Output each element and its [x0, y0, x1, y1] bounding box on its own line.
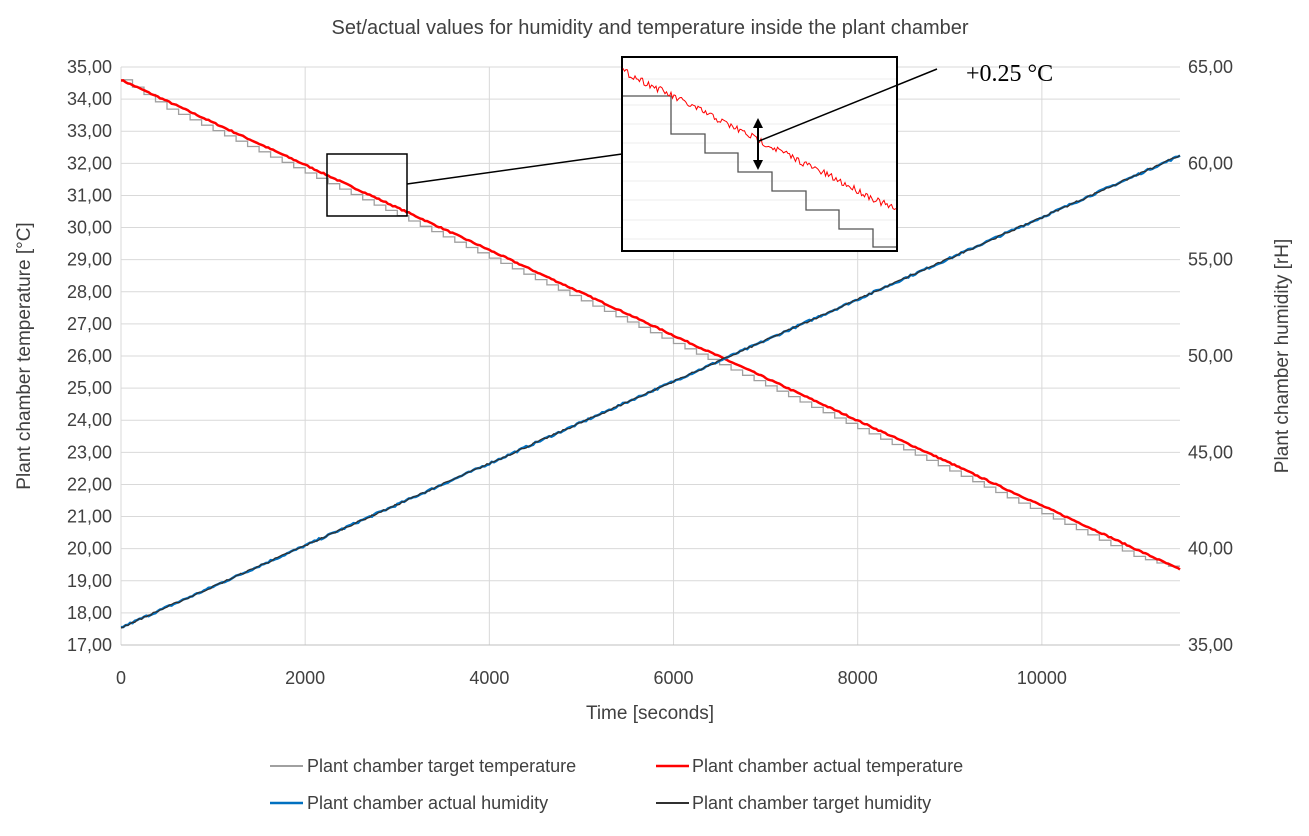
- y-right-tick-label: 55,00: [1188, 250, 1233, 270]
- y-right-tick-label: 60,00: [1188, 153, 1233, 173]
- y-left-axis-label: Plant chamber temperature [°C]: [14, 222, 35, 489]
- legend-label: Plant chamber target temperature: [307, 756, 576, 776]
- y-left-tick-label: 22,00: [67, 474, 112, 494]
- legend-item-actual-humidity: Plant chamber actual humidity: [270, 793, 548, 813]
- y-left-tick-label: 29,00: [67, 250, 112, 270]
- zoom-connector-line: [406, 153, 623, 185]
- y-left-tick-label: 32,00: [67, 153, 112, 173]
- y-left-tick-label: 18,00: [67, 603, 112, 623]
- x-tick-label: 2000: [285, 668, 325, 688]
- y-left-tick-label: 33,00: [67, 121, 112, 141]
- y-left-tick-label: 23,00: [67, 442, 112, 462]
- y-right-axis-label: Plant chamber humidity [rH]: [1272, 239, 1293, 473]
- y-right-ticks: 65,00 60,00 55,00 50,00 45,00 40,00 35,00: [1188, 57, 1233, 655]
- y-left-tick-label: 20,00: [67, 539, 112, 559]
- y-right-tick-label: 65,00: [1188, 57, 1233, 77]
- y-left-tick-label: 35,00: [67, 57, 112, 77]
- x-ticks: 0 2000 4000 6000 8000 10000: [116, 668, 1067, 688]
- y-right-tick-label: 50,00: [1188, 346, 1233, 366]
- inset-actual-temperature-line: [622, 68, 897, 210]
- y-right-tick-label: 35,00: [1188, 635, 1233, 655]
- y-left-tick-label: 17,00: [67, 635, 112, 655]
- series-line-3: [120, 155, 1181, 629]
- y-left-tick-label: 25,00: [67, 378, 112, 398]
- series-line-1: [120, 79, 1181, 571]
- series-line-0: [121, 79, 1180, 567]
- y-right-tick-label: 40,00: [1188, 539, 1233, 559]
- grid: [120, 66, 1180, 646]
- x-tick-label: 8000: [838, 668, 878, 688]
- y-left-ticks: 35,00 34,00 33,00 32,00 31,00 30,00 29,00 28,00…: [67, 57, 112, 655]
- chart-title: Set/actual values for humidity and tempe…: [331, 17, 968, 39]
- legend-item-actual-temperature: Plant chamber actual temperature: [656, 756, 963, 776]
- y-left-tick-label: 28,00: [67, 282, 112, 302]
- y-left-tick-label: 19,00: [67, 571, 112, 591]
- zoom-region-box: [326, 153, 408, 217]
- y-right-tick-label: 45,00: [1188, 442, 1233, 462]
- legend-label: Plant chamber target humidity: [692, 793, 931, 813]
- x-tick-label: 4000: [469, 668, 509, 688]
- legend-label: Plant chamber actual humidity: [307, 793, 548, 813]
- x-axis-label: Time [seconds]: [586, 703, 714, 724]
- inset-target-temperature-line: [623, 95, 896, 248]
- y-left-tick-label: 34,00: [67, 89, 112, 109]
- inset-zoom: [621, 56, 898, 252]
- x-tick-label: 6000: [653, 668, 693, 688]
- annotation-text: +0.25 °C: [966, 61, 1053, 87]
- series-lines: [120, 79, 1181, 629]
- legend: Plant chamber target temperature Plant c…: [270, 756, 963, 813]
- legend-item-target-temperature: Plant chamber target temperature: [270, 756, 576, 776]
- y-left-tick-label: 21,00: [67, 507, 112, 527]
- y-left-tick-label: 31,00: [67, 185, 112, 205]
- y-left-tick-label: 30,00: [67, 218, 112, 238]
- annotation-leader-line: [758, 68, 938, 142]
- arrow-head-down: [753, 160, 763, 170]
- legend-label: Plant chamber actual temperature: [692, 756, 963, 776]
- y-left-tick-label: 27,00: [67, 314, 112, 334]
- legend-item-target-humidity: Plant chamber target humidity: [656, 793, 931, 813]
- x-tick-label: 10000: [1017, 668, 1067, 688]
- arrow-head-up: [753, 118, 763, 128]
- y-left-tick-label: 24,00: [67, 410, 112, 430]
- y-left-tick-label: 26,00: [67, 346, 112, 366]
- x-tick-label: 0: [116, 668, 126, 688]
